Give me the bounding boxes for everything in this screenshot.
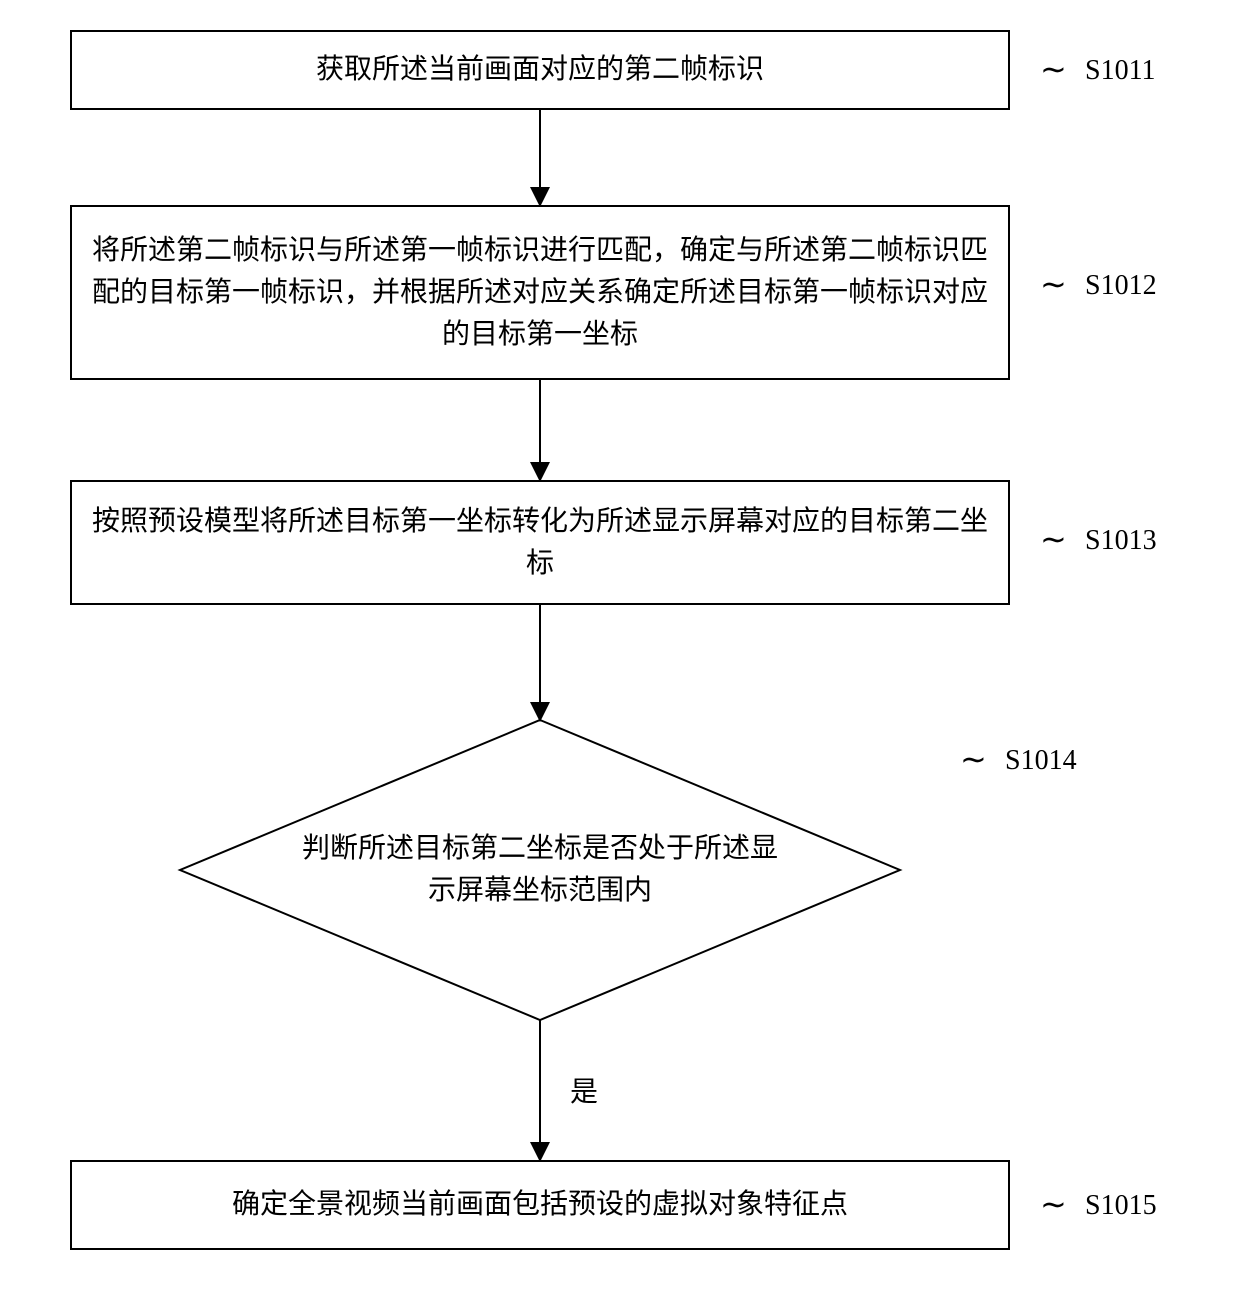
label-s1015: S1015	[1085, 1190, 1157, 1222]
step-s1015-text: 确定全景视频当前画面包括预设的虚拟对象特征点	[232, 1184, 848, 1226]
label-s1012: S1012	[1085, 270, 1157, 302]
flowchart-canvas: 获取所述当前画面对应的第二帧标识 ∼ S1011 将所述第二帧标识与所述第一帧标…	[0, 0, 1240, 1293]
tilde-s1015: ∼	[1040, 1185, 1067, 1223]
step-s1014-text: 判断所述目标第二坐标是否处于所述显示屏幕坐标范围内	[300, 825, 780, 915]
label-s1011: S1011	[1085, 55, 1156, 87]
flow-arrows	[0, 0, 1240, 1293]
step-s1015-box: 确定全景视频当前画面包括预设的虚拟对象特征点	[70, 1160, 1010, 1250]
tilde-s1011: ∼	[1040, 50, 1067, 88]
tilde-s1013: ∼	[1040, 520, 1067, 558]
edge-label-yes: 是	[570, 1070, 598, 1110]
tilde-s1012: ∼	[1040, 265, 1067, 303]
step-s1012-text: 将所述第二帧标识与所述第一帧标识进行匹配，确定与所述第二帧标识匹配的目标第一帧标…	[92, 230, 988, 356]
step-s1011-text: 获取所述当前画面对应的第二帧标识	[316, 49, 764, 91]
step-s1012-box: 将所述第二帧标识与所述第一帧标识进行匹配，确定与所述第二帧标识匹配的目标第一帧标…	[70, 205, 1010, 380]
tilde-s1014: ∼	[960, 740, 987, 778]
step-s1013-box: 按照预设模型将所述目标第一坐标转化为所述显示屏幕对应的目标第二坐标	[70, 480, 1010, 605]
label-s1013: S1013	[1085, 525, 1157, 557]
step-s1011-box: 获取所述当前画面对应的第二帧标识	[70, 30, 1010, 110]
diamond-s1014-shape	[0, 0, 1240, 1293]
step-s1013-text: 按照预设模型将所述目标第一坐标转化为所述显示屏幕对应的目标第二坐标	[92, 501, 988, 585]
label-s1014: S1014	[1005, 745, 1077, 777]
